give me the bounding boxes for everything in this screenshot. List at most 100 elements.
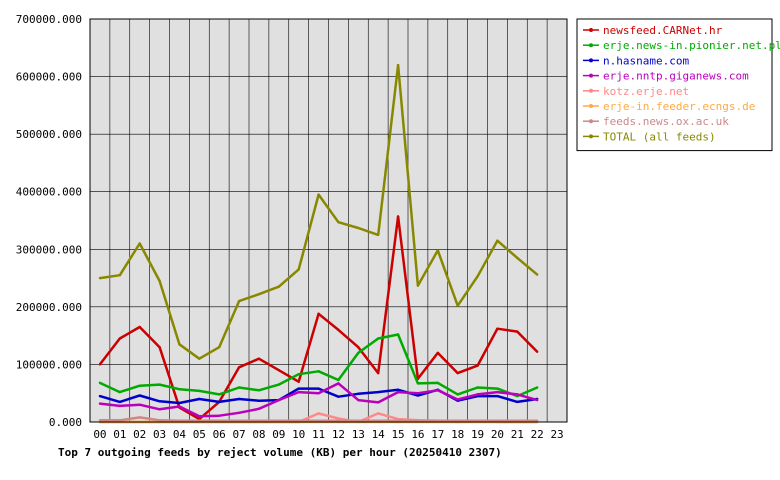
data-point xyxy=(337,221,340,224)
data-point xyxy=(98,276,102,280)
data-point xyxy=(476,386,479,389)
data-point xyxy=(476,393,479,396)
x-tick-label: 02 xyxy=(133,428,146,441)
data-point xyxy=(297,419,300,423)
data-point xyxy=(376,412,380,415)
series-4 xyxy=(98,382,539,418)
data-point xyxy=(357,398,360,402)
data-point xyxy=(237,411,241,414)
y-tick-label: 700000.000 xyxy=(16,13,82,26)
legend-label: n.hasname.com xyxy=(603,54,689,67)
data-point xyxy=(516,330,519,333)
data-point xyxy=(178,405,181,408)
grid xyxy=(90,19,567,422)
legend-swatch-marker xyxy=(589,43,593,48)
series-2 xyxy=(98,333,539,398)
data-point xyxy=(138,242,141,245)
data-point xyxy=(535,273,539,276)
data-point xyxy=(138,394,141,397)
legend-entry: feeds.news.ox.ac.uk xyxy=(583,115,729,128)
x-tick-label: 16 xyxy=(411,428,424,441)
x-tick-label: 12 xyxy=(332,428,345,441)
data-point xyxy=(416,392,420,395)
data-point xyxy=(456,371,459,375)
y-tick-label: 600000.000 xyxy=(16,71,82,84)
data-point xyxy=(376,371,380,375)
data-point xyxy=(416,419,420,423)
x-tick-label: 18 xyxy=(451,428,464,441)
legend-entry: newsfeed.CARNet.hr xyxy=(583,24,723,37)
data-point xyxy=(337,378,340,382)
series-8 xyxy=(98,63,539,360)
data-point xyxy=(496,419,499,423)
chart-title: Top 7 outgoing feeds by reject volume (K… xyxy=(58,446,502,459)
data-point xyxy=(436,389,440,392)
data-point xyxy=(198,357,201,360)
legend-entry: erje.nntp.giganews.com xyxy=(583,70,749,83)
x-tick-labels: 00 01 02 03 04 05 06 07 08 09 10 11 12 13 14 15 16 17 18 19… xyxy=(93,428,563,441)
data-point xyxy=(158,408,161,411)
data-point xyxy=(317,370,320,373)
data-point xyxy=(277,285,281,288)
data-point xyxy=(158,383,161,386)
data-point xyxy=(516,400,519,404)
data-point xyxy=(396,419,400,423)
x-tick-label: 00 xyxy=(93,428,106,441)
data-point xyxy=(535,386,539,389)
data-point xyxy=(317,312,320,315)
data-point xyxy=(476,275,479,278)
data-point xyxy=(118,400,122,404)
data-point xyxy=(535,398,539,402)
data-point xyxy=(357,392,360,395)
data-point xyxy=(138,403,141,406)
legend-label: feeds.news.ox.ac.uk xyxy=(603,115,729,128)
x-tick-label: 07 xyxy=(232,428,245,441)
x-tick-label: 13 xyxy=(352,428,365,441)
x-tick-label: 22 xyxy=(531,428,544,441)
data-point xyxy=(158,419,161,422)
x-tick-label: 21 xyxy=(511,428,524,441)
x-tick-label: 14 xyxy=(372,428,386,441)
data-point xyxy=(436,419,440,423)
data-point xyxy=(237,299,241,303)
x-tick-label: 15 xyxy=(391,428,404,441)
data-point xyxy=(337,328,340,332)
data-point xyxy=(198,397,201,401)
data-point xyxy=(357,419,360,423)
data-point xyxy=(436,351,440,355)
data-point xyxy=(118,337,122,340)
x-tick-label: 09 xyxy=(272,428,285,441)
data-point xyxy=(436,249,440,252)
data-point xyxy=(376,337,380,340)
data-point xyxy=(217,400,221,404)
x-tick-label: 03 xyxy=(153,428,166,441)
data-point xyxy=(138,416,141,419)
data-point xyxy=(317,193,320,196)
legend: newsfeed.CARNet.hr erje.news-in.pionier.n… xyxy=(576,18,780,152)
legend-entry: erje-in.feeder.ecngs.de xyxy=(583,100,755,113)
data-point xyxy=(496,394,499,398)
legend-box xyxy=(576,18,773,152)
legend-label: erje.news-in.pionier.net.pl xyxy=(603,39,780,52)
x-tick-label: 19 xyxy=(471,428,484,441)
series-7 xyxy=(98,416,539,423)
legend-label: newsfeed.CARNet.hr xyxy=(603,24,723,37)
data-point xyxy=(357,351,360,355)
data-point xyxy=(198,415,201,418)
data-point xyxy=(456,304,459,307)
data-point xyxy=(158,279,161,283)
y-tick-label: 300000.000 xyxy=(16,243,82,256)
data-point xyxy=(118,419,122,422)
data-point xyxy=(456,398,459,401)
data-point xyxy=(535,419,539,423)
data-point xyxy=(138,325,141,329)
data-point xyxy=(396,63,400,67)
data-point xyxy=(297,390,300,394)
data-point xyxy=(297,268,300,271)
legend-entry: n.hasname.com xyxy=(583,54,689,67)
data-point xyxy=(118,273,122,277)
x-tick-label: 05 xyxy=(193,428,206,441)
data-point xyxy=(357,345,360,349)
data-point xyxy=(98,381,102,385)
